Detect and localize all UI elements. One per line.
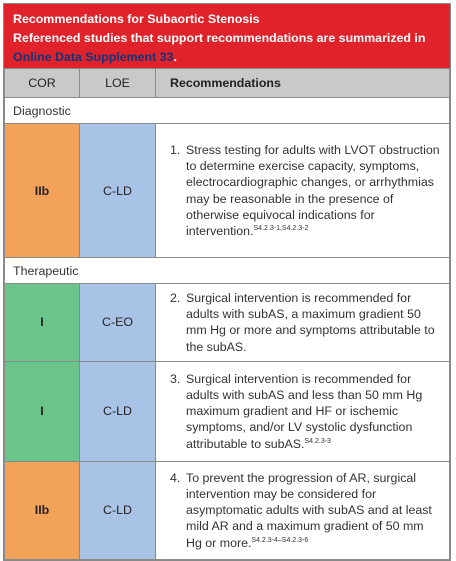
recommendation-text-block: To prevent the progression of AR, surgic… <box>186 470 441 551</box>
section-row: Therapeutic <box>4 257 450 284</box>
recommendation-item: 4. To prevent the progression of AR, surg… <box>156 464 449 557</box>
reference-superscript: S4.2.3-4–S4.2.3-6 <box>251 536 309 544</box>
loe-cell: C-LD <box>79 123 156 258</box>
recommendation-row: IIb C-LD 4. To prevent the progression of A… <box>4 460 450 560</box>
recommendation-item: 1. Stress testing for adults with LVOT ob… <box>156 136 449 245</box>
recommendation-text: To prevent the progression of AR, surgic… <box>186 470 432 550</box>
recommendation-number: 3. <box>170 371 181 386</box>
reference-superscript: S4.2.3-3 <box>304 437 331 445</box>
banner-subtitle-line: Referenced studies that support recommen… <box>13 29 442 67</box>
recommendation-text-block: Surgical intervention is recommended for… <box>186 371 441 452</box>
recommendations-table-box: Recommendations for Subaortic Stenosis R… <box>3 3 451 561</box>
recommendation-item: 2. Surgical intervention is recommended f… <box>156 284 449 361</box>
section-label: Diagnostic <box>4 97 450 124</box>
recommendation-row: I C-LD 3. Surgical intervention is recommen… <box>4 360 450 462</box>
header-recommendations: Recommendations <box>155 68 450 98</box>
banner-title: Recommendations for Subaortic Stenosis <box>13 12 260 26</box>
loe-cell: C-EO <box>79 283 156 362</box>
online-data-supplement-link[interactable]: Online Data Supplement 33 <box>13 50 174 64</box>
section-row: Diagnostic <box>4 97 450 124</box>
banner-link-end: . <box>173 50 177 64</box>
recommendation-row: I C-EO 2. Surgical intervention is recommen… <box>4 283 450 362</box>
loe-cell: C-LD <box>79 460 156 560</box>
recommendation-number: 2. <box>170 291 181 305</box>
recommendation-text-block: Surgical intervention is recommended for… <box>186 290 441 355</box>
recommendations-table: COR LOE Recommendations Diagnostic IIb C-L… <box>4 68 450 560</box>
recommendation-cell: 4. To prevent the progression of AR, surg… <box>155 460 450 560</box>
recommendation-number: 1. <box>170 142 181 157</box>
cor-cell: IIb <box>4 460 80 560</box>
recommendation-text: Surgical intervention is recommended for… <box>186 371 423 451</box>
recommendation-cell: 1. Stress testing for adults with LVOT ob… <box>155 123 450 258</box>
cor-cell: IIb <box>4 123 80 258</box>
recommendation-text-block: Stress testing for adults with LVOT obst… <box>186 142 441 239</box>
section-label: Therapeutic <box>4 257 450 284</box>
header-loe: LOE <box>79 68 156 98</box>
cor-cell: I <box>4 283 80 362</box>
recommendation-cell: 2. Surgical intervention is recommended f… <box>155 283 450 362</box>
recommendation-text: Stress testing for adults with LVOT obst… <box>186 142 440 238</box>
reference-superscript: S4.2.3-1,S4.2.3-2 <box>253 224 309 232</box>
recommendation-item: 3. Surgical intervention is recommended f… <box>156 365 449 458</box>
recommendation-row: IIb C-LD 1. Stress testing for adults with … <box>4 123 450 258</box>
table-body: Diagnostic IIb C-LD 1. Stress testing for ad… <box>4 97 450 560</box>
loe-cell: C-LD <box>79 360 156 462</box>
recommendation-text: Surgical intervention is recommended for… <box>186 291 435 354</box>
recommendation-number: 4. <box>170 470 181 485</box>
cor-cell: I <box>4 360 80 462</box>
banner-subtitle: Referenced studies that support recommen… <box>13 31 426 45</box>
recommendation-cell: 3. Surgical intervention is recommended f… <box>155 360 450 462</box>
table-banner: Recommendations for Subaortic Stenosis R… <box>4 4 450 68</box>
header-cor: COR <box>4 68 80 98</box>
